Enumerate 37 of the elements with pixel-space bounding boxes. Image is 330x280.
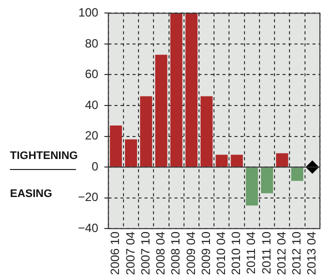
bar (124, 139, 138, 167)
bar (216, 154, 228, 167)
x-tick-label: 2009 10 (198, 231, 213, 276)
x-tick-label: 2012 10 (290, 231, 304, 276)
bar (230, 154, 243, 167)
x-tick-label: 2007 10 (138, 231, 152, 276)
x-tick-label: 2008 04 (154, 231, 168, 276)
text: TIGHTENING (10, 150, 78, 162)
bar (170, 13, 182, 167)
bar (200, 96, 213, 167)
x-tick-label: 2007 04 (123, 231, 138, 276)
x-tick-label: 2006 10 (108, 231, 122, 276)
x-tick-label: 2008 10 (168, 231, 183, 276)
y-tick-label: −20 (78, 190, 99, 204)
bar (246, 168, 258, 206)
bar (155, 54, 168, 167)
y-tick-label: 40 (84, 98, 99, 112)
x-tick-label: 2012 04 (274, 231, 288, 276)
x-tick-label: 2011 04 (244, 231, 258, 274)
x-tick-label: 2010 10 (229, 231, 244, 276)
y-tick-label: 100 (78, 6, 99, 20)
bar (110, 126, 122, 167)
y-tick-label: 60 (84, 67, 99, 82)
x-tick-label: 2013 04 (304, 231, 319, 276)
y-tick-label: 0 (92, 159, 99, 174)
bar (185, 13, 198, 167)
bar (291, 168, 304, 181)
text: EASING (10, 188, 52, 200)
y-tick-label: 20 (84, 128, 99, 143)
y-tick-label: 80 (84, 36, 99, 50)
bar (140, 96, 152, 167)
x-tick-label: 2009 04 (184, 231, 198, 276)
y-tick-label: −40 (78, 220, 99, 235)
bar (260, 168, 274, 194)
bar (276, 153, 288, 167)
x-tick-label: 2011 10 (259, 231, 274, 274)
x-tick-label: 2010 04 (214, 231, 228, 276)
